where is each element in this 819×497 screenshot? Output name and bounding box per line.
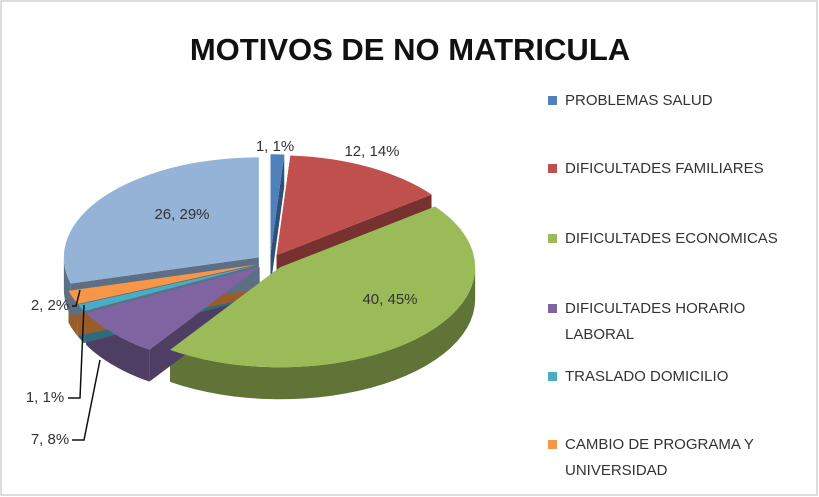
slice [68,264,257,305]
chart-title: MOTIVOS DE NO MATRICULA [190,32,630,67]
slice [270,154,285,255]
legend-item: DIFICULTADES HORARIO LABORAL [548,296,813,348]
slice-edge [270,154,285,287]
legend-swatch [548,304,557,313]
legend-label: DIFICULTADES ECONOMICAS [565,230,778,247]
leader-line [72,359,101,441]
data-label: 2, 2% [31,297,69,314]
legend-item: DIFICULTADES FAMILIARES [548,156,813,182]
data-label: 1, 1% [26,389,64,406]
slice-side [63,257,71,316]
slice [78,265,258,312]
slice-side [170,267,476,400]
legend-label: CAMBIO DE PROGRAMA Y UNIVERSIDAD [565,436,754,479]
legend-label: PROBLEMAS SALUD [565,92,713,109]
legend-item: PROBLEMAS SALUD [548,88,813,114]
legend-label: DIFICULTADES HORARIO LABORAL [565,300,746,343]
data-label: 26, 29% [154,206,209,223]
leader-line [68,304,85,399]
slice [86,267,260,350]
legend-swatch [548,440,557,449]
slice [63,157,259,284]
slice [276,155,432,256]
legend-item: CAMBIO DE PROGRAMA Y UNIVERSIDAD [548,432,813,484]
legend-label: DIFICULTADES FAMILIARES [565,160,764,177]
legend-swatch [548,164,557,173]
leader-line [72,289,81,307]
data-label: 1, 1% [256,138,294,155]
legend-label: TRASLADO DOMICILIO [565,368,729,385]
legend-swatch [548,372,557,381]
slice [170,206,476,368]
legend-swatch [548,234,557,243]
data-label: 7, 8% [31,431,69,448]
data-label: 12, 14% [344,143,399,160]
legend-swatch [548,96,557,105]
legend-item: DIFICULTADES ECONOMICAS [548,226,813,252]
tops [63,154,476,368]
legend-item: TRASLADO DOMICILIO [548,364,813,390]
data-label: 40, 45% [362,291,417,308]
